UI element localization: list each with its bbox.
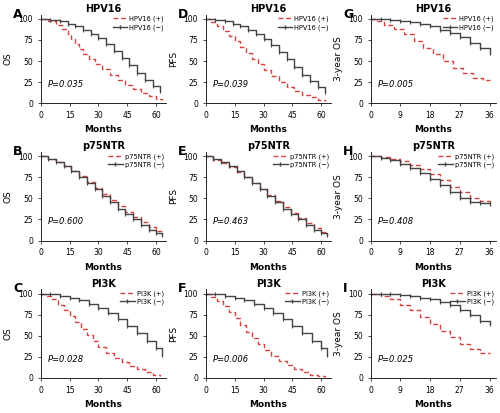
Text: P=0.025: P=0.025 [378, 355, 414, 364]
Text: A: A [13, 7, 22, 21]
X-axis label: Months: Months [250, 400, 288, 409]
Legend: p75NTR (+), p75NTR (−): p75NTR (+), p75NTR (−) [436, 152, 496, 169]
Y-axis label: 3-year OS: 3-year OS [334, 311, 343, 356]
Legend: PI3K (+), PI3K (−): PI3K (+), PI3K (−) [284, 289, 330, 306]
Text: P=0.039: P=0.039 [213, 80, 250, 89]
X-axis label: Months: Months [250, 126, 288, 134]
X-axis label: Months: Months [84, 126, 122, 134]
Title: HPV16: HPV16 [85, 4, 122, 14]
Title: PI3K: PI3K [91, 279, 116, 289]
Y-axis label: 3-year OS: 3-year OS [334, 37, 343, 81]
Legend: HPV16 (+), HPV16 (−): HPV16 (+), HPV16 (−) [442, 14, 496, 32]
Y-axis label: PFS: PFS [169, 325, 178, 342]
Y-axis label: 3-year OS: 3-year OS [334, 174, 343, 218]
Y-axis label: OS: OS [4, 52, 13, 65]
Text: B: B [13, 145, 22, 158]
X-axis label: Months: Months [414, 126, 453, 134]
Y-axis label: PFS: PFS [169, 188, 178, 204]
Title: HPV16: HPV16 [416, 4, 452, 14]
X-axis label: Months: Months [250, 263, 288, 272]
Text: P=0.006: P=0.006 [213, 355, 250, 364]
Title: PI3K: PI3K [256, 279, 281, 289]
Text: D: D [178, 7, 188, 21]
Legend: p75NTR (+), p75NTR (−): p75NTR (+), p75NTR (−) [106, 152, 165, 169]
Text: F: F [178, 282, 186, 295]
Text: P=0.463: P=0.463 [213, 217, 250, 226]
Legend: PI3K (+), PI3K (−): PI3K (+), PI3K (−) [118, 289, 165, 306]
Text: P=0.028: P=0.028 [48, 355, 84, 364]
Y-axis label: OS: OS [4, 327, 13, 340]
Legend: p75NTR (+), p75NTR (−): p75NTR (+), p75NTR (−) [272, 152, 330, 169]
Y-axis label: OS: OS [4, 190, 13, 203]
Y-axis label: PFS: PFS [169, 51, 178, 67]
Title: HPV16: HPV16 [250, 4, 286, 14]
Legend: PI3K (+), PI3K (−): PI3K (+), PI3K (−) [449, 289, 496, 306]
Legend: HPV16 (+), HPV16 (−): HPV16 (+), HPV16 (−) [276, 14, 330, 32]
Text: C: C [13, 282, 22, 295]
Text: H: H [343, 145, 353, 158]
X-axis label: Months: Months [414, 400, 453, 409]
Title: PI3K: PI3K [421, 279, 446, 289]
Text: E: E [178, 145, 186, 158]
Text: G: G [343, 7, 353, 21]
Title: p75NTR: p75NTR [82, 141, 125, 151]
Text: I: I [343, 282, 347, 295]
Title: p75NTR: p75NTR [247, 141, 290, 151]
Text: P=0.005: P=0.005 [378, 80, 414, 89]
X-axis label: Months: Months [414, 263, 453, 272]
X-axis label: Months: Months [84, 400, 122, 409]
Text: P=0.600: P=0.600 [48, 217, 84, 226]
Title: p75NTR: p75NTR [412, 141, 455, 151]
Legend: HPV16 (+), HPV16 (−): HPV16 (+), HPV16 (−) [111, 14, 165, 32]
Text: P=0.408: P=0.408 [378, 217, 414, 226]
Text: P=0.035: P=0.035 [48, 80, 84, 89]
X-axis label: Months: Months [84, 263, 122, 272]
